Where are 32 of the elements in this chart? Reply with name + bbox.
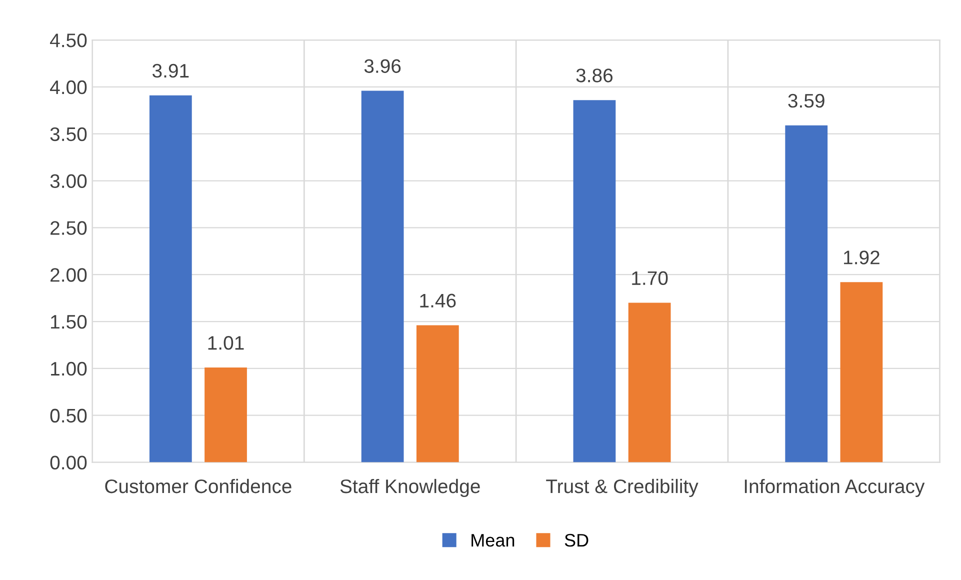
data-label: 1.70 xyxy=(632,271,668,286)
y-tick-label: 4.00 xyxy=(50,80,87,94)
bar xyxy=(149,95,192,462)
y-tick-label: 2.50 xyxy=(50,221,87,235)
y-tick-label: 1.50 xyxy=(51,314,87,329)
y-tick-label: 3.00 xyxy=(50,174,87,188)
data-label: 3.86 xyxy=(576,68,613,82)
y-tick-label: 1.00 xyxy=(51,362,87,376)
legend-label: SD xyxy=(564,534,588,547)
legend-label: Mean xyxy=(472,534,514,547)
bar xyxy=(361,90,404,462)
x-tick-label: Staff Knowledge xyxy=(340,478,480,498)
bar xyxy=(628,302,671,462)
y-tick-label: 4.50 xyxy=(50,33,87,48)
data-label: 1.92 xyxy=(844,250,880,264)
y-tick-label: 2.00 xyxy=(50,268,87,282)
bar xyxy=(785,125,828,462)
y-tick-label: 0.00 xyxy=(50,456,87,470)
data-label: 1.46 xyxy=(420,294,456,308)
data-label: 3.96 xyxy=(364,59,401,73)
bar xyxy=(204,367,247,462)
bar xyxy=(840,282,883,462)
x-tick-label: Trust & Credibility xyxy=(546,478,698,498)
y-tick-label: 3.50 xyxy=(50,127,87,142)
data-label: 3.91 xyxy=(152,64,189,78)
bar xyxy=(416,325,459,462)
y-tick-label: 0.50 xyxy=(50,408,87,423)
x-tick-label: Customer Confidence xyxy=(105,478,292,494)
data-label: 1.01 xyxy=(208,336,244,350)
x-tick-label: Information Accuracy xyxy=(744,478,925,498)
data-label: 3.59 xyxy=(788,94,824,108)
bar xyxy=(573,100,616,462)
